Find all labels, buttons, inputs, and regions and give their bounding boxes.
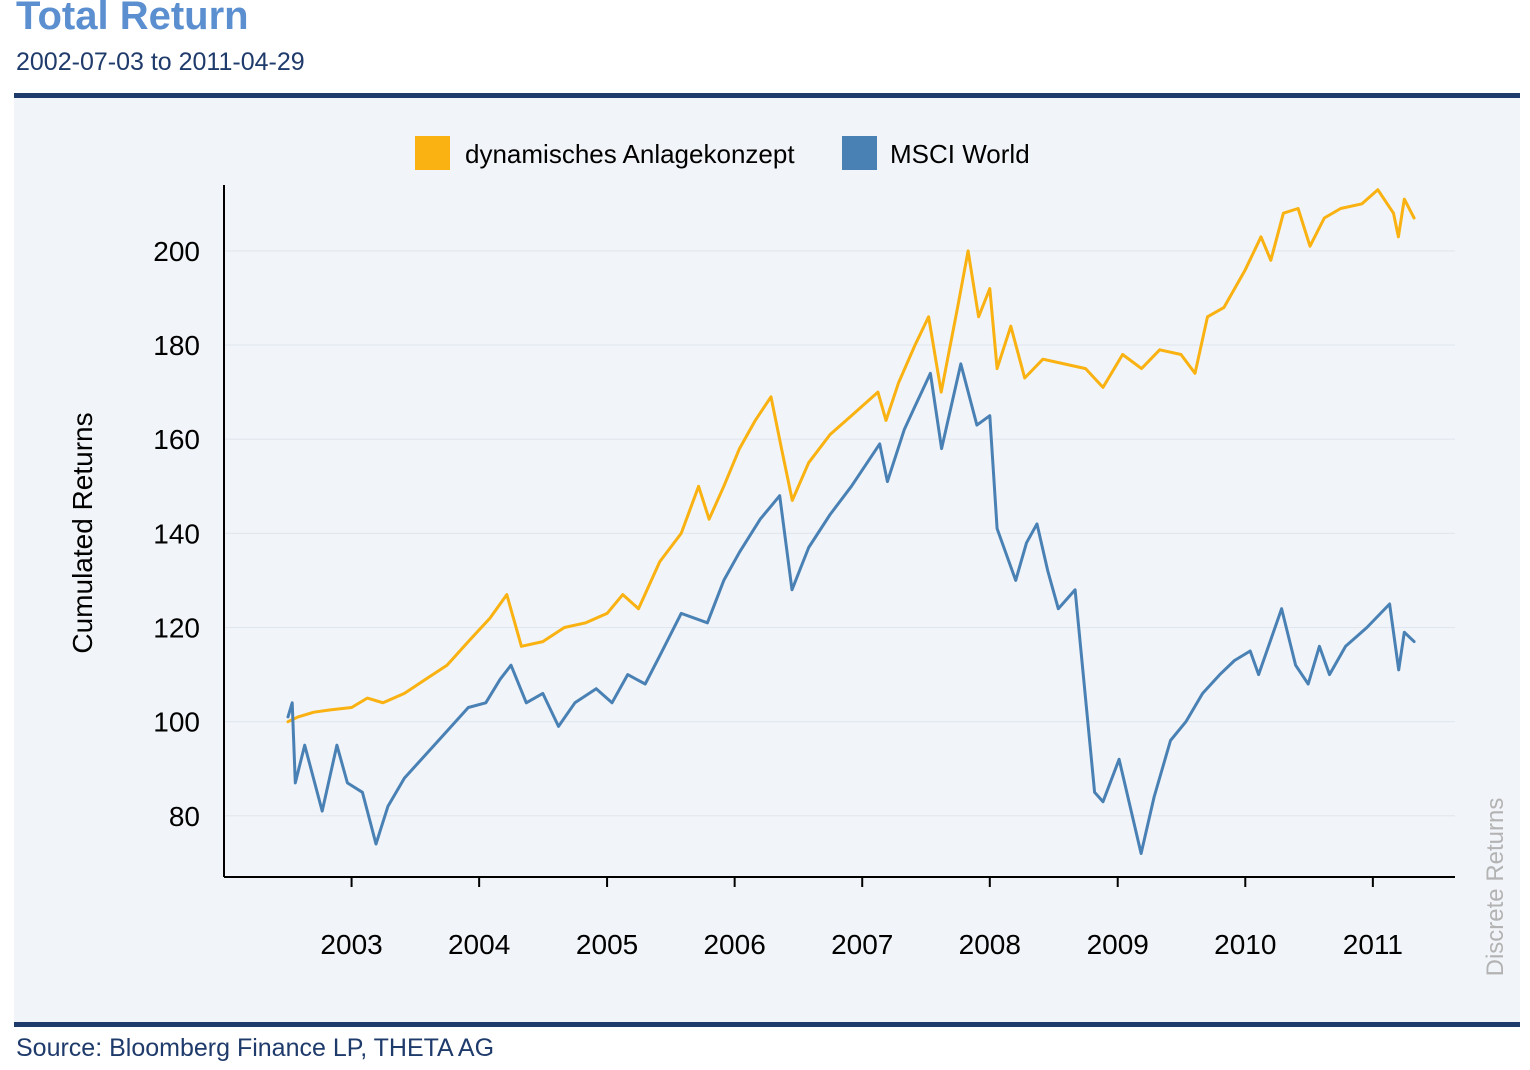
series-line-dynamisches [286,188,1416,724]
legend-label-dynamisches: dynamisches Anlagekonzept [465,139,795,169]
source-note: Source: Bloomberg Finance LP, THETA AG [16,1034,495,1062]
gridlines [224,250,1455,817]
y-tick-label: 100 [153,707,200,738]
x-tick-label: 2008 [959,929,1021,960]
y-tick-label: 200 [153,236,200,267]
series-lines [286,188,1416,855]
x-tick-label: 2010 [1214,929,1276,960]
bottom-divider [14,1022,1520,1027]
y-tick-label: 120 [153,613,200,644]
y-tick-label: 180 [153,330,200,361]
y-axis-label: Cumulated Returns [67,412,98,653]
x-tick-label: 2006 [703,929,765,960]
legend-label-msci: MSCI World [890,139,1030,169]
chart-title: Total Return [16,0,249,38]
y-axis-ticks: 80 100 120 140 160 180 200 [153,236,200,832]
y-tick-label: 160 [153,424,200,455]
discrete-returns-note: Discrete Returns [1482,798,1509,977]
legend-swatch-dynamisches [415,136,450,170]
x-tick-label: 2009 [1087,929,1149,960]
legend: dynamisches Anlagekonzept MSCI World [415,136,1030,170]
y-tick-label: 80 [169,801,200,832]
x-tick-label: 2004 [448,929,510,960]
date-range-subtitle: 2002-07-03 to 2011-04-29 [16,48,305,76]
chart-panel [14,98,1520,1022]
x-axis-ticks: 2003 2004 2005 2006 2007 2008 2009 2010 2011 [320,877,1403,960]
x-tick-label: 2005 [576,929,638,960]
axes [223,185,1455,878]
series-line-msci-world [286,362,1416,855]
x-tick-label: 2007 [831,929,893,960]
legend-swatch-msci [842,136,877,170]
x-tick-label: 2003 [320,929,382,960]
y-tick-label: 140 [153,518,200,549]
x-tick-label: 2011 [1343,929,1403,960]
top-divider [14,93,1520,98]
